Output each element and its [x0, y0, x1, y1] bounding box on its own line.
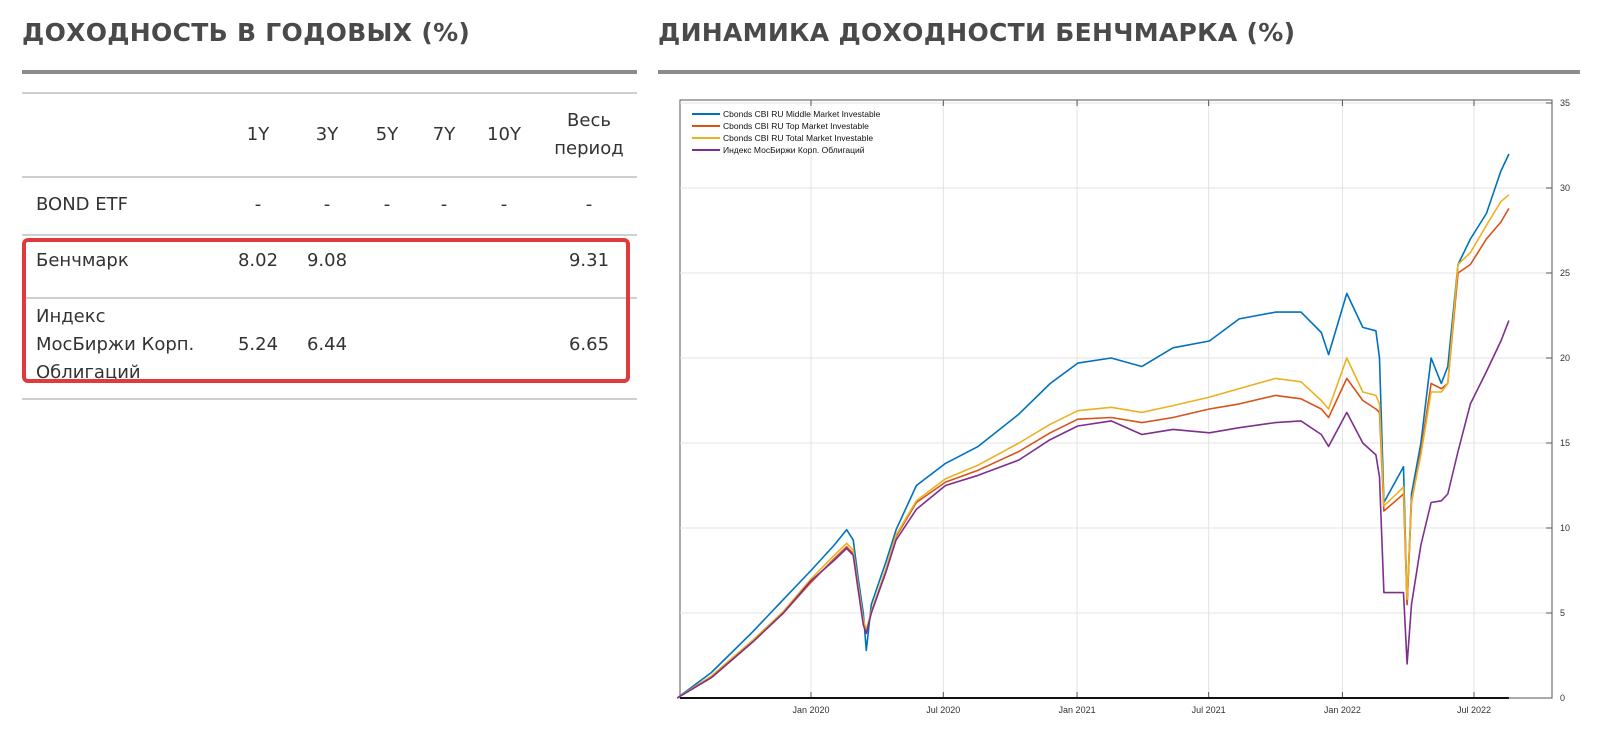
legend-label: Cbonds CBI RU Top Market Investable — [723, 121, 869, 131]
y-tick-label: 10 — [1560, 523, 1570, 533]
x-tick-label: Jul 2022 — [1457, 705, 1491, 715]
row-label: BOND ETF — [36, 194, 128, 215]
series-line-4 — [676, 320, 1510, 699]
column-header: период — [554, 138, 624, 159]
table-cell: - — [440, 194, 448, 215]
table-divider — [22, 176, 637, 178]
table-cell: - — [383, 194, 391, 215]
benchmark-chart-title: ДИНАМИКА ДОХОДНОСТИ БЕНЧМАРКА (%) — [658, 18, 1296, 47]
table-cell: 6.65 — [568, 334, 610, 355]
y-tick-label: 35 — [1560, 98, 1570, 108]
x-tick-label: Jul 2020 — [926, 705, 960, 715]
table-cell: 9.08 — [306, 250, 348, 271]
series-line-1 — [676, 153, 1510, 699]
highlight-box — [22, 238, 630, 383]
column-header: 10Y — [487, 124, 521, 145]
y-tick-label: 25 — [1560, 268, 1570, 278]
table-divider — [22, 92, 637, 94]
table-cell: - — [585, 194, 593, 215]
x-tick-label: Jan 2021 — [1059, 705, 1096, 715]
x-tick-label: Jul 2021 — [1192, 705, 1226, 715]
table-cell: 5.24 — [237, 334, 279, 355]
y-tick-label: 30 — [1560, 183, 1570, 193]
legend-label: Индекс МосБиржи Корп. Облигаций — [723, 145, 865, 155]
legend-label: Cbonds CBI RU Total Market Investable — [723, 133, 873, 143]
column-header: 1Y — [246, 124, 270, 145]
column-header: 3Y — [315, 124, 339, 145]
y-tick-label: 20 — [1560, 353, 1570, 363]
y-tick-label: 0 — [1560, 693, 1565, 703]
table-divider — [22, 398, 637, 400]
table-cell: 9.31 — [568, 250, 610, 271]
table-cell: - — [254, 194, 262, 215]
returns-title: ДОХОДНОСТЬ В ГОДОВЫХ (%) — [22, 18, 471, 47]
table-cell: - — [500, 194, 508, 215]
row-label: Индекс — [36, 306, 106, 327]
returns-title-rule — [22, 70, 637, 74]
row-label: Бенчмарк — [36, 250, 129, 271]
y-tick-label: 5 — [1560, 608, 1565, 618]
column-header: 7Y — [432, 124, 456, 145]
table-cell: 8.02 — [237, 250, 279, 271]
column-header: 5Y — [375, 124, 399, 145]
x-tick-label: Jan 2022 — [1324, 705, 1361, 715]
column-header: Весь — [567, 110, 611, 131]
table-divider — [22, 234, 637, 236]
table-cell: 6.44 — [306, 334, 348, 355]
row-label: МосБиржи Корп. — [36, 334, 195, 355]
row-label: Облигаций — [36, 362, 141, 383]
table-divider — [22, 297, 637, 299]
table-cell: - — [323, 194, 331, 215]
chart-title-rule — [658, 70, 1580, 74]
y-tick-label: 15 — [1560, 438, 1570, 448]
legend-label: Cbonds CBI RU Middle Market Investable — [723, 109, 881, 119]
x-tick-label: Jan 2020 — [792, 705, 829, 715]
